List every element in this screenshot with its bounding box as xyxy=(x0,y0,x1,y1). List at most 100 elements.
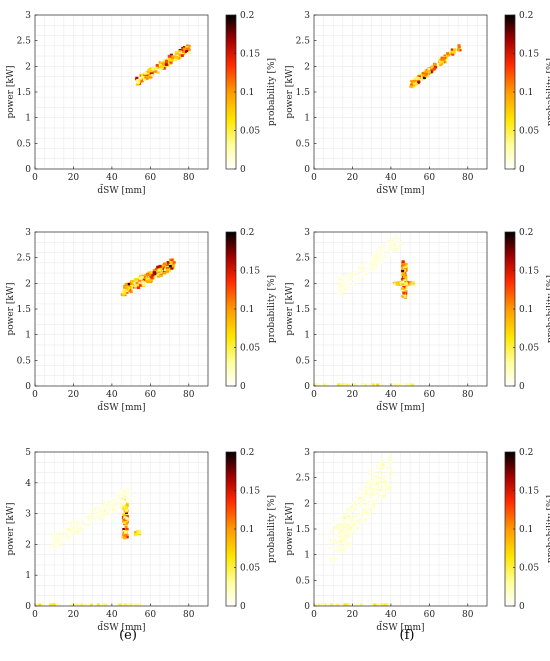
heat-cell xyxy=(346,603,350,606)
y-axis-label: power [kW] xyxy=(6,502,16,555)
heat-cell xyxy=(145,74,149,77)
heat-cell xyxy=(433,63,437,66)
heat-cell xyxy=(125,535,129,539)
heat-cell xyxy=(166,268,170,272)
heat-cell xyxy=(55,543,59,546)
heat-cell xyxy=(52,603,56,606)
heat-cell xyxy=(125,289,129,293)
heat-cell xyxy=(159,274,163,277)
heat-cell xyxy=(145,279,149,283)
heat-cell xyxy=(388,484,392,487)
heat-cell xyxy=(453,48,457,51)
heat-cell xyxy=(401,260,405,263)
heat-cell xyxy=(343,537,347,541)
y-tick-label: 0 xyxy=(25,165,31,175)
heat-cell xyxy=(106,512,110,515)
heat-cell xyxy=(96,603,100,606)
heat-cell xyxy=(170,258,174,262)
heat-cell xyxy=(439,63,443,66)
x-tick-label: 40 xyxy=(385,610,397,620)
heat-cell xyxy=(343,282,347,285)
heat-cell xyxy=(372,474,376,478)
heat-cell xyxy=(185,49,189,53)
heat-cell xyxy=(343,273,347,277)
heat-cell xyxy=(134,603,138,606)
heat-cell xyxy=(349,275,353,279)
heat-cell xyxy=(143,78,147,81)
heat-cell xyxy=(139,277,143,280)
heat-cell xyxy=(172,57,176,61)
heat-cell xyxy=(120,492,124,495)
heat-cell xyxy=(148,280,153,284)
heat-cell xyxy=(380,476,384,479)
heat-cell xyxy=(330,538,334,541)
heat-cell xyxy=(114,503,118,507)
heat-cell xyxy=(87,512,91,516)
heat-cell xyxy=(347,510,351,514)
heat-cell xyxy=(395,282,400,286)
heat-cell xyxy=(147,273,151,277)
heat-cell xyxy=(339,279,343,282)
heat-cell xyxy=(379,249,383,253)
heat-cell xyxy=(440,59,444,62)
heat-cell xyxy=(112,506,117,509)
heat-cell xyxy=(182,45,186,49)
heat-cell xyxy=(389,250,393,253)
heat-cell xyxy=(353,270,357,274)
heat-cell xyxy=(73,603,77,606)
heat-cell xyxy=(98,514,102,517)
heat-cell xyxy=(181,50,185,54)
heat-cell xyxy=(358,275,362,278)
colorbar-tick-label: 0.05 xyxy=(240,344,260,354)
heat-cell xyxy=(69,531,73,534)
heat-cell xyxy=(171,56,175,59)
heat-cell xyxy=(335,544,339,548)
x-tick-label: 60 xyxy=(424,390,436,400)
heat-cell xyxy=(125,499,129,503)
heat-cell xyxy=(395,383,399,386)
heat-cell xyxy=(452,51,456,54)
x-tick-label: 20 xyxy=(347,390,359,400)
x-tick-label: 80 xyxy=(183,610,195,620)
heat-cell xyxy=(314,383,318,386)
heat-cell xyxy=(156,273,160,276)
heat-cell xyxy=(389,239,393,243)
heat-cell xyxy=(150,272,154,275)
heat-cell xyxy=(174,54,178,57)
heat-cell xyxy=(444,58,448,62)
y-tick-label: 0.5 xyxy=(296,139,311,149)
heat-cell xyxy=(110,511,114,514)
heat-cell xyxy=(395,245,399,248)
colorbar-tick-label: 0 xyxy=(240,382,246,392)
heat-cell xyxy=(117,498,121,502)
heat-cell xyxy=(96,507,100,511)
heat-cell xyxy=(342,519,346,522)
heat-cell xyxy=(381,488,385,492)
heat-cell xyxy=(123,518,127,522)
heat-cell xyxy=(187,51,191,54)
x-axis-label: d̄SW [mm] xyxy=(97,401,145,413)
heat-cell xyxy=(86,523,90,527)
heat-cell xyxy=(414,78,418,82)
heat-cell xyxy=(450,48,454,52)
chart-panel-5: 0 20 40 60 80 0 0.5 1 1.5 2 2.5 3 d̄SW [mm] power [kW… xyxy=(285,448,550,643)
heat-cell xyxy=(388,245,392,248)
heat-cell xyxy=(351,529,355,533)
heat-cell xyxy=(411,79,416,83)
heat-cell xyxy=(381,495,385,499)
heat-cell xyxy=(329,530,333,534)
y-tick-label: 5 xyxy=(25,448,31,458)
heat-cell xyxy=(164,59,169,63)
heat-cell xyxy=(370,478,374,481)
heat-cell xyxy=(374,265,378,269)
heat-cell xyxy=(419,74,423,77)
heat-cell xyxy=(334,557,338,560)
heat-cell xyxy=(458,48,462,52)
heat-cell xyxy=(372,504,377,507)
heat-cell xyxy=(104,500,108,503)
heat-cell xyxy=(409,85,413,88)
heat-cell xyxy=(359,504,363,508)
heat-cell xyxy=(350,505,354,509)
heat-cell xyxy=(70,521,74,524)
